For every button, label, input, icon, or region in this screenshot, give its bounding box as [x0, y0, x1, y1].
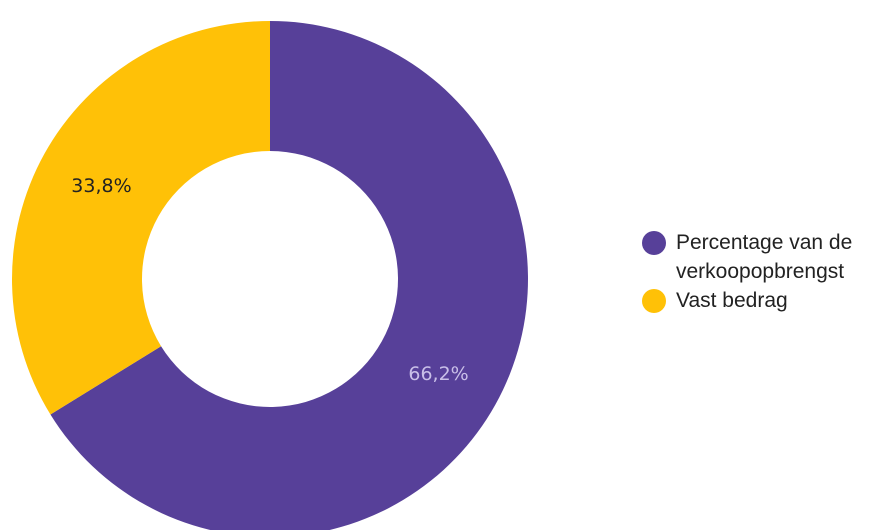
legend-label: Percentage van de verkoopopbrengst — [676, 231, 853, 283]
chart-legend: Percentage van de verkoopopbrengst Vast … — [640, 228, 880, 315]
legend-label: Vast bedrag — [676, 289, 788, 312]
donut-slices — [11, 21, 528, 530]
legend-item-fixed-amount[interactable]: Vast bedrag — [640, 286, 880, 315]
slice-label-fixed-amount: 33,8% — [71, 175, 131, 197]
slice-label-percentage: 66,2% — [408, 363, 468, 385]
slice-percentage[interactable] — [50, 21, 528, 530]
slice-labels: 66,2% 33,8% — [71, 175, 468, 385]
legend-swatch-purple — [642, 231, 666, 255]
slice-fixed-amount[interactable] — [11, 21, 270, 415]
legend-swatch-yellow — [642, 289, 666, 313]
legend-item-percentage[interactable]: Percentage van de verkoopopbrengst — [640, 228, 880, 286]
